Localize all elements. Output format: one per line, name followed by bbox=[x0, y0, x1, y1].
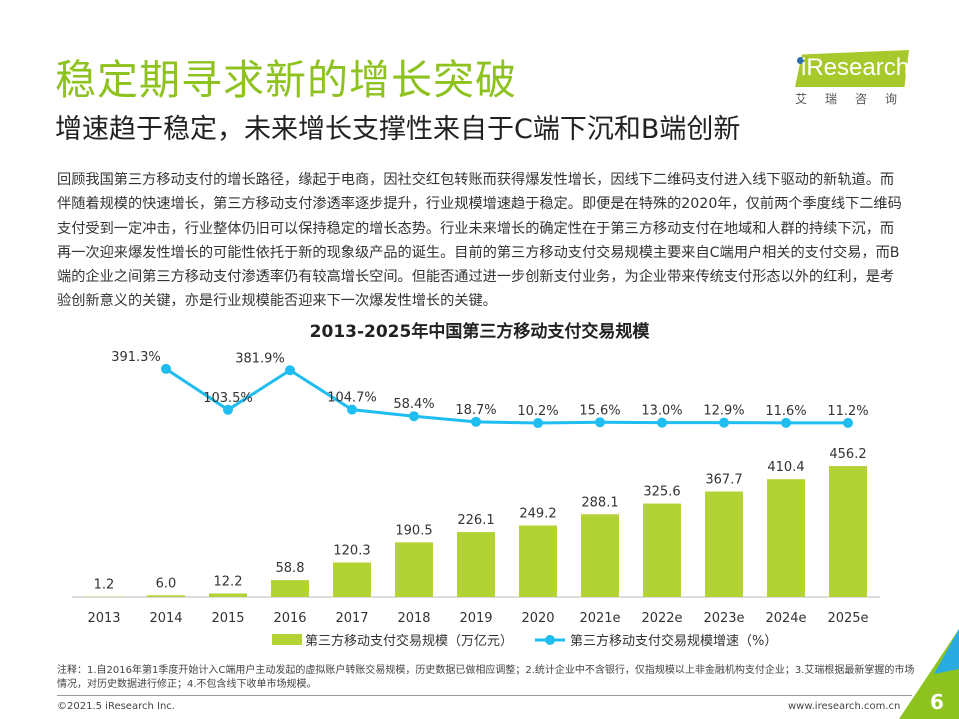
bar bbox=[271, 580, 309, 597]
bar-label: 288.1 bbox=[581, 495, 618, 510]
combo-chart: 1.2 2013 6.0 2014 12.2 2015 58.8 2016 120.3 2017 1… bbox=[72, 350, 880, 649]
bar bbox=[395, 542, 433, 597]
line-point bbox=[285, 365, 295, 376]
line-point bbox=[843, 417, 853, 428]
line-label: 15.6% bbox=[579, 403, 620, 418]
footnote: 注释：1.自2016年第1季度开始计入C端用户主动发起的虚拟账户转账交易规模，历… bbox=[57, 665, 915, 690]
bar bbox=[767, 479, 805, 597]
line-point bbox=[781, 417, 791, 428]
line-label: 103.5% bbox=[203, 391, 253, 406]
line-point bbox=[471, 416, 481, 427]
legend-line-label: 第三方移动支付交易规模增速（%） bbox=[570, 633, 777, 649]
logo-brand-cn: 艾瑞咨询 bbox=[795, 92, 916, 106]
logo-dot bbox=[797, 57, 804, 64]
line-series bbox=[165, 367, 849, 425]
bar-label: 58.8 bbox=[276, 561, 305, 576]
legend-line-marker bbox=[545, 635, 555, 645]
bar-label: 120.3 bbox=[333, 543, 370, 558]
line-point bbox=[657, 417, 667, 428]
line-label: 18.7% bbox=[455, 403, 496, 418]
line-label: 104.7% bbox=[327, 391, 377, 406]
x-tick-label: 2020 bbox=[521, 611, 554, 626]
x-tick-label: 2017 bbox=[335, 611, 368, 626]
iresearch-logo: iResearch 艾瑞咨询 bbox=[795, 50, 915, 110]
x-tick-label: 2022e bbox=[641, 611, 682, 626]
x-tick-label: 2018 bbox=[397, 611, 430, 626]
bar-label: 410.4 bbox=[767, 460, 804, 475]
line-label: 13.0% bbox=[641, 404, 682, 419]
logo-brand: iResearch bbox=[801, 54, 910, 81]
x-tick-label: 2025e bbox=[827, 611, 868, 626]
chart-title: 2013-2025年中国第三方移动支付交易规模 bbox=[309, 322, 650, 342]
legend-bar-label: 第三方移动支付交易规模（万亿元） bbox=[305, 633, 513, 649]
body-paragraph: 回顾我国第三方移动支付的增长路径，缘起于电商，因社交红包转账而获得爆发性增长，因… bbox=[57, 172, 902, 310]
corner-decoration bbox=[899, 629, 959, 719]
page-title: 稳定期寻求新的增长突破 bbox=[55, 56, 517, 104]
copyright: ©2021.5 iResearch Inc. bbox=[57, 701, 175, 712]
line-label: 10.2% bbox=[517, 404, 558, 419]
x-tick-label: 2019 bbox=[459, 611, 492, 626]
bar-label: 249.2 bbox=[519, 506, 556, 521]
line-label: 11.2% bbox=[827, 404, 868, 419]
page-number: 6 bbox=[930, 690, 944, 714]
line-point bbox=[223, 404, 233, 415]
x-tick-label: 2015 bbox=[211, 611, 244, 626]
x-tick-label: 2021e bbox=[579, 611, 620, 626]
line-point bbox=[347, 404, 357, 415]
line-point bbox=[719, 417, 729, 428]
divider bbox=[57, 695, 912, 696]
bar-label: 456.2 bbox=[829, 447, 866, 462]
line-point bbox=[161, 363, 171, 374]
line-point bbox=[409, 411, 419, 422]
x-tick-label: 2023e bbox=[703, 611, 744, 626]
website: www.iresearch.com.cn bbox=[788, 701, 901, 712]
bar bbox=[209, 593, 247, 597]
bar bbox=[457, 532, 495, 597]
bar bbox=[829, 466, 867, 597]
bar-label: 325.6 bbox=[643, 485, 680, 500]
bar-label: 367.7 bbox=[705, 472, 742, 487]
x-tick-label: 2014 bbox=[149, 611, 182, 626]
x-tick-label: 2024e bbox=[765, 611, 806, 626]
bar-label: 226.1 bbox=[457, 513, 494, 528]
bar bbox=[581, 514, 619, 597]
line-label: 11.6% bbox=[765, 404, 806, 419]
line-label: 58.4% bbox=[393, 397, 434, 412]
bar-label: 190.5 bbox=[395, 523, 432, 538]
bar bbox=[705, 491, 743, 597]
bar-label: 12.2 bbox=[214, 574, 243, 589]
bar bbox=[519, 525, 557, 597]
line-point bbox=[533, 418, 543, 429]
bar bbox=[147, 595, 185, 597]
line-label: 12.9% bbox=[703, 404, 744, 419]
line-point bbox=[595, 417, 605, 428]
bar-label: 6.0 bbox=[156, 576, 177, 591]
bar bbox=[333, 562, 371, 597]
legend-bar-swatch bbox=[272, 634, 302, 645]
logo-background bbox=[795, 50, 909, 87]
bar bbox=[643, 503, 681, 597]
line-label: 391.3% bbox=[111, 350, 161, 365]
x-tick-label: 2013 bbox=[87, 611, 120, 626]
line-label: 381.9% bbox=[235, 351, 285, 366]
x-tick-label: 2016 bbox=[273, 611, 306, 626]
page-subtitle: 增速趋于稳定，未来增长支撑性来自于C端下沉和B端创新 bbox=[55, 114, 741, 145]
bar-label: 1.2 bbox=[94, 578, 115, 593]
